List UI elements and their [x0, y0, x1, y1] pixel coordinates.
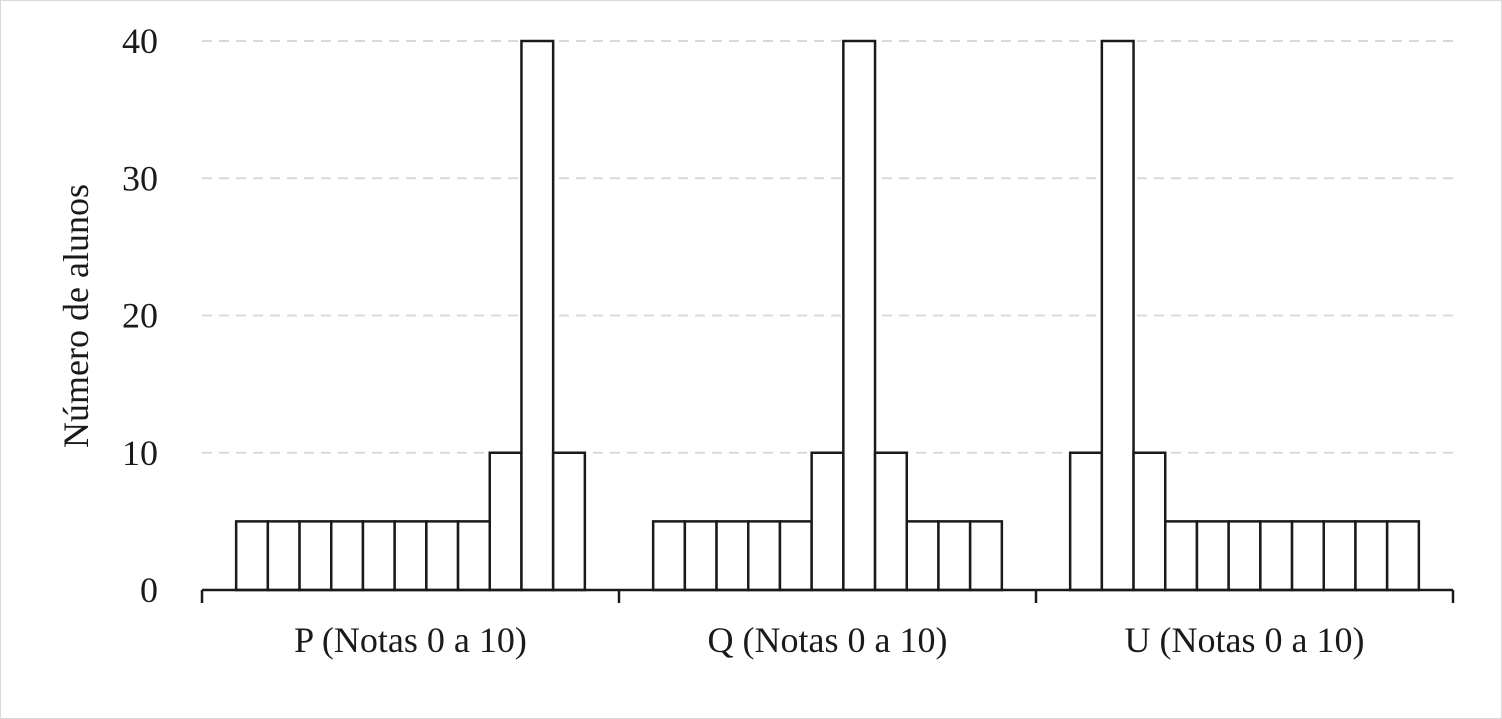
bar-0-6 [425, 520, 460, 592]
x-axis [200, 588, 1455, 603]
bar-1-0 [651, 520, 687, 592]
bar-0-1 [266, 520, 301, 592]
y-axis-label: Número de alunos [56, 184, 96, 448]
category-label: U (Notas 0 a 10) [1125, 620, 1365, 660]
category-labels: P (Notas 0 a 10) Q (Notas 0 a 10) U (Notas… [294, 620, 1364, 660]
bar-2-9 [1354, 520, 1389, 592]
bar-0-7 [456, 520, 491, 592]
bar-1-9 [937, 520, 972, 592]
bar-0-5 [393, 520, 428, 592]
bar-2-5 [1227, 520, 1262, 592]
bar-2-7 [1290, 520, 1326, 592]
y-tick-label: 0 [140, 570, 158, 610]
bars [234, 39, 1421, 592]
y-tick-label: 20 [122, 296, 158, 336]
bar-2-10 [1385, 520, 1421, 592]
bar-1-10 [968, 520, 1004, 592]
bar-2-1 [1100, 39, 1135, 592]
bar-0-0 [234, 520, 270, 592]
y-tick-label: 40 [122, 21, 158, 61]
bar-0-9 [520, 39, 555, 592]
bar-0-3 [330, 520, 365, 592]
bar-1-2 [715, 520, 750, 592]
y-tick-label: 30 [122, 158, 158, 198]
gridlines [202, 40, 1453, 454]
bar-0-10 [551, 451, 587, 592]
bar-2-2 [1132, 451, 1167, 592]
bar-1-1 [683, 520, 718, 592]
bar-1-4 [778, 520, 813, 592]
y-tick-label: 10 [122, 433, 158, 473]
bar-0-8 [488, 451, 523, 592]
bar-1-7 [873, 451, 908, 592]
bar-1-8 [905, 520, 940, 592]
bar-1-3 [747, 520, 782, 592]
category-label: P (Notas 0 a 10) [294, 620, 527, 660]
category-label: Q (Notas 0 a 10) [708, 620, 948, 660]
y-tick-labels: 0 10 20 30 40 [122, 21, 158, 610]
bar-1-5 [810, 451, 845, 592]
bar-2-8 [1322, 520, 1357, 592]
bar-0-4 [361, 520, 396, 592]
bar-2-6 [1259, 520, 1294, 592]
bar-2-3 [1164, 520, 1199, 592]
bar-2-4 [1195, 520, 1230, 592]
bar-1-6 [842, 39, 877, 592]
bar-2-0 [1068, 451, 1104, 592]
bar-0-2 [298, 520, 333, 592]
